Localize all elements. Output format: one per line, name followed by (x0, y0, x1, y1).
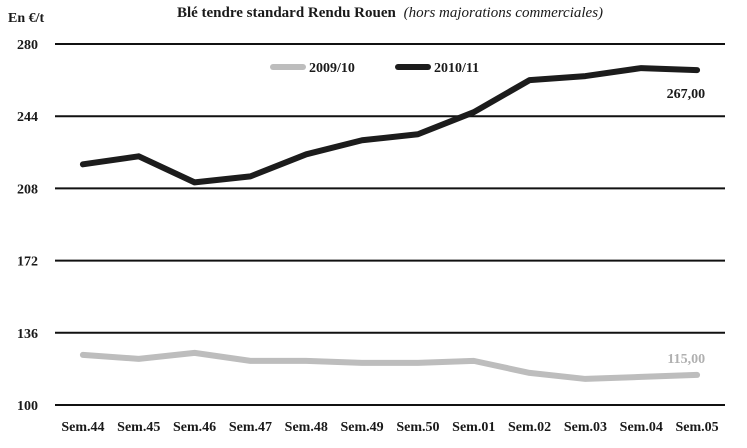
grid (55, 43, 725, 406)
y-axis: 100 136 172 208 244 280 (17, 38, 38, 414)
x-tick-label: Sem.02 (508, 420, 551, 435)
legend-label: 2010/11 (434, 61, 479, 76)
x-tick-label: Sem.01 (452, 420, 495, 435)
legend-label: 2009/10 (309, 61, 355, 76)
x-tick-label: Sem.04 (620, 420, 663, 435)
series-line-2009/10 (79, 349, 701, 382)
x-tick-label: Sem.49 (340, 420, 383, 435)
y-tick-label: 172 (17, 255, 38, 270)
chart-title-main: Blé tendre standard Rendu Rouen (177, 5, 397, 21)
y-unit-label: En €/t (8, 11, 45, 26)
x-tick-label: Sem.45 (117, 420, 160, 435)
series-group (79, 65, 701, 382)
y-tick-label: 136 (17, 327, 38, 342)
x-tick-label: Sem.47 (229, 420, 272, 435)
y-tick-label: 208 (17, 182, 38, 197)
end-value-label: 267,00 (667, 87, 706, 102)
legend: 2009/10 2010/11 (270, 61, 479, 76)
chart-subtitle: (hors majorations commerciales) (404, 5, 603, 21)
y-tick-label: 100 (17, 399, 38, 414)
x-tick-label: Sem.03 (564, 420, 607, 435)
x-tick-label: Sem.44 (61, 420, 104, 435)
x-tick-label: Sem.50 (396, 420, 439, 435)
y-tick-label: 244 (17, 110, 38, 125)
y-tick-label: 280 (17, 38, 38, 53)
x-tick-label: Sem.46 (173, 420, 216, 435)
chart-title: Blé tendre standard Rendu Rouen (hors ma… (177, 5, 603, 21)
series-line-2010/11 (79, 65, 701, 186)
x-axis: Sem.44 Sem.45 Sem.46 Sem.47 Sem.48 Sem.49 Sem.… (61, 420, 718, 435)
end-labels: 115,00 267,00 (667, 87, 706, 367)
end-value-label: 115,00 (667, 352, 705, 367)
x-tick-label: Sem.48 (285, 420, 328, 435)
x-tick-label: Sem.05 (675, 420, 718, 435)
